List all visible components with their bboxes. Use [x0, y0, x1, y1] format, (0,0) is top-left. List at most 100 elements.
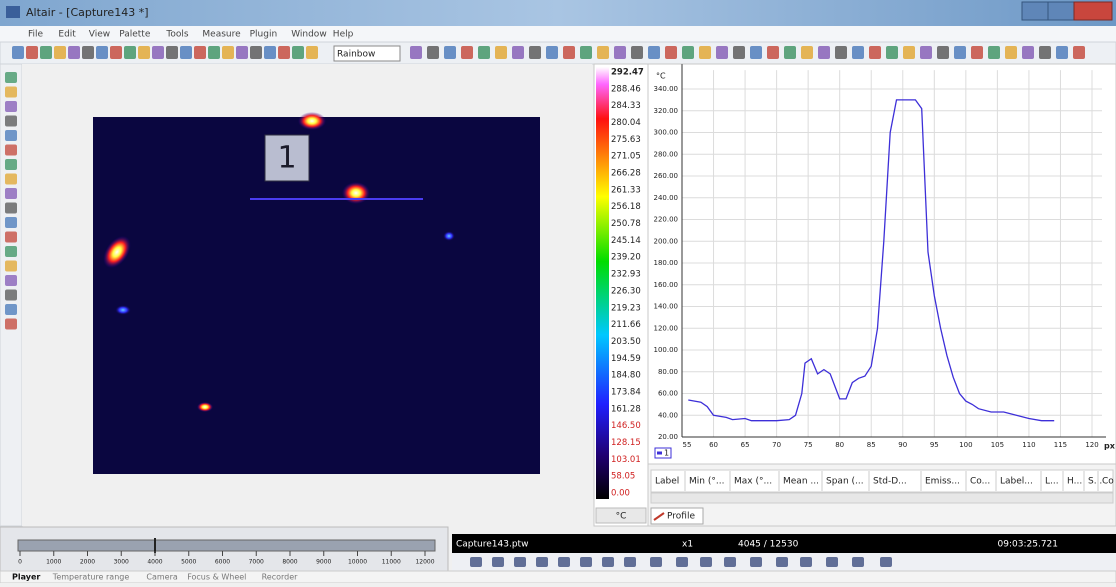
player-button[interactable]	[852, 557, 864, 567]
toolbar-button[interactable]	[665, 46, 677, 59]
toolbar-button[interactable]	[222, 46, 234, 59]
tool-button[interactable]	[5, 246, 17, 257]
toolbar-button[interactable]	[208, 46, 220, 59]
player-button[interactable]	[826, 557, 838, 567]
player-button[interactable]	[676, 557, 688, 567]
toolbar-button[interactable]	[580, 46, 592, 59]
tool-button[interactable]	[5, 217, 17, 228]
menu-item[interactable]: Tools	[165, 30, 188, 40]
toolbar-button[interactable]	[180, 46, 192, 59]
toolbar-button[interactable]	[648, 46, 660, 59]
menu-item[interactable]: Plugin	[250, 30, 278, 40]
tool-button[interactable]	[5, 188, 17, 199]
toolbar-button[interactable]	[152, 46, 164, 59]
tool-button[interactable]	[5, 174, 17, 185]
toolbar-button[interactable]	[26, 46, 38, 59]
tool-button[interactable]	[5, 159, 17, 170]
toolbar-button[interactable]	[937, 46, 949, 59]
tool-button[interactable]	[5, 101, 17, 112]
toolbar-button[interactable]	[1005, 46, 1017, 59]
toolbar-button[interactable]	[597, 46, 609, 59]
toolbar-button[interactable]	[278, 46, 290, 59]
table-header[interactable]: Min (°...	[689, 477, 724, 487]
toolbar-button[interactable]	[682, 46, 694, 59]
toolbar-button[interactable]	[40, 46, 52, 59]
toolbar-button[interactable]	[427, 46, 439, 59]
table-header[interactable]: Co...	[970, 477, 990, 487]
tool-button[interactable]	[5, 275, 17, 286]
toolbar-button[interactable]	[699, 46, 711, 59]
toolbar-button[interactable]	[852, 46, 864, 59]
close-button[interactable]	[1074, 2, 1112, 20]
toolbar-button[interactable]	[54, 46, 66, 59]
player-button[interactable]	[624, 557, 636, 567]
tool-button[interactable]	[5, 72, 17, 83]
toolbar-button[interactable]	[444, 46, 456, 59]
tool-button[interactable]	[5, 232, 17, 243]
table-header[interactable]: Co	[1102, 477, 1114, 487]
toolbar-button[interactable]	[110, 46, 122, 59]
toolbar-button[interactable]	[529, 46, 541, 59]
toolbar-button[interactable]	[886, 46, 898, 59]
player-button[interactable]	[514, 557, 526, 567]
toolbar-button[interactable]	[1039, 46, 1051, 59]
toolbar-button[interactable]	[750, 46, 762, 59]
tool-button[interactable]	[5, 87, 17, 98]
menu-item[interactable]: Palette	[119, 30, 151, 40]
toolbar-button[interactable]	[988, 46, 1000, 59]
player-button[interactable]	[558, 557, 570, 567]
toolbar-button[interactable]	[716, 46, 728, 59]
toolbar-button[interactable]	[82, 46, 94, 59]
player-button[interactable]	[602, 557, 614, 567]
tool-button[interactable]	[5, 304, 17, 315]
toolbar-button[interactable]	[236, 46, 248, 59]
menu-item[interactable]: Measure	[202, 30, 241, 40]
tool-button[interactable]	[5, 261, 17, 272]
table-header[interactable]: Mean ...	[783, 477, 819, 487]
maximize-button[interactable]	[1048, 2, 1074, 20]
toolbar-button[interactable]	[478, 46, 490, 59]
toolbar-button[interactable]	[138, 46, 150, 59]
player-button[interactable]	[700, 557, 712, 567]
horizontal-scrollbar[interactable]	[651, 493, 1113, 503]
toolbar-button[interactable]	[954, 46, 966, 59]
player-button[interactable]	[650, 557, 662, 567]
bottom-tab[interactable]: Camera	[146, 573, 177, 582]
table-header[interactable]: H...	[1067, 477, 1082, 487]
toolbar-button[interactable]	[306, 46, 318, 59]
toolbar-button[interactable]	[631, 46, 643, 59]
toolbar-button[interactable]	[124, 46, 136, 59]
toolbar-button[interactable]	[1022, 46, 1034, 59]
bottom-tab[interactable]: Focus & Wheel	[187, 573, 246, 582]
player-button[interactable]	[470, 557, 482, 567]
tool-button[interactable]	[5, 145, 17, 156]
toolbar-button[interactable]	[1073, 46, 1085, 59]
menu-item[interactable]: Window	[291, 30, 327, 40]
toolbar-button[interactable]	[733, 46, 745, 59]
toolbar-button[interactable]	[801, 46, 813, 59]
timeline-track[interactable]	[18, 540, 435, 551]
tool-button[interactable]	[5, 319, 17, 330]
toolbar-button[interactable]	[546, 46, 558, 59]
toolbar-button[interactable]	[461, 46, 473, 59]
toolbar-button[interactable]	[264, 46, 276, 59]
table-header[interactable]: Emiss...	[925, 477, 960, 487]
toolbar-button[interactable]	[903, 46, 915, 59]
player-button[interactable]	[880, 557, 892, 567]
toolbar-button[interactable]	[495, 46, 507, 59]
bottom-tab[interactable]: Recorder	[262, 573, 299, 582]
tool-button[interactable]	[5, 130, 17, 141]
toolbar-button[interactable]	[767, 46, 779, 59]
toolbar-button[interactable]	[292, 46, 304, 59]
toolbar-button[interactable]	[835, 46, 847, 59]
toolbar-button[interactable]	[1056, 46, 1068, 59]
toolbar-button[interactable]	[68, 46, 80, 59]
toolbar-button[interactable]	[869, 46, 881, 59]
bottom-tab[interactable]: Temperature range	[52, 573, 130, 582]
table-header[interactable]: Label...	[1000, 477, 1033, 487]
player-button[interactable]	[800, 557, 812, 567]
table-header[interactable]: Std-D...	[873, 477, 907, 487]
toolbar-button[interactable]	[250, 46, 262, 59]
table-header[interactable]: S...	[1088, 477, 1102, 487]
player-button[interactable]	[580, 557, 592, 567]
